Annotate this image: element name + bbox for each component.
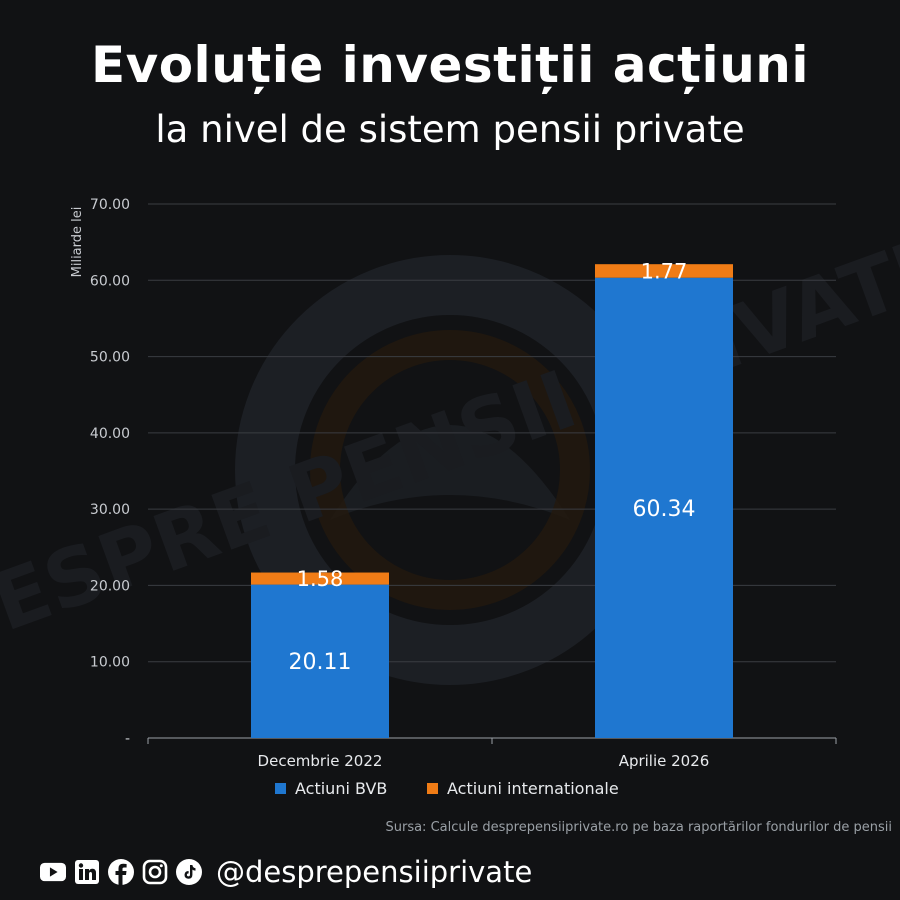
- y-tick-label: 60.00: [90, 273, 130, 289]
- linkedin-icon[interactable]: [74, 859, 100, 885]
- y-tick-label: 30.00: [90, 502, 130, 518]
- y-tick-label: 10.00: [90, 655, 130, 671]
- y-axis-label: Miliarde lei: [70, 207, 85, 278]
- x-tick-label: Aprilie 2026: [619, 752, 710, 770]
- y-tick-label: 20.00: [90, 578, 130, 594]
- data-label: 60.34: [633, 497, 696, 522]
- y-tick-label: 40.00: [90, 426, 130, 442]
- facebook-icon[interactable]: [108, 859, 134, 885]
- bar-actiuni-internationale: [251, 572, 389, 585]
- chart-title: Evoluție investiții acțiuni: [90, 36, 810, 94]
- legend-swatch: [275, 783, 286, 794]
- bar-actiuni-internationale: [595, 264, 733, 278]
- bar-actiuni-bvb: [251, 584, 389, 738]
- social-handle[interactable]: @desprepensiiprivate: [216, 855, 533, 889]
- data-label: 20.11: [289, 650, 352, 675]
- y-tick-label: 70.00: [90, 197, 130, 213]
- y-tick-label: 50.00: [90, 350, 130, 366]
- data-label: 1.58: [297, 567, 344, 591]
- data-label: 1.77: [641, 260, 688, 284]
- bar-actiuni-bvb: [595, 277, 733, 738]
- instagram-icon[interactable]: [142, 859, 168, 885]
- youtube-icon[interactable]: [40, 859, 66, 885]
- legend-label: Actiuni BVB: [295, 779, 387, 798]
- legend-label: Actiuni internationale: [447, 779, 619, 798]
- chart-subtitle: la nivel de sistem pensii private: [155, 108, 745, 151]
- tiktok-icon[interactable]: [176, 859, 202, 885]
- social-bar: @desprepensiiprivate: [40, 852, 532, 892]
- y-tick-label: -: [125, 731, 130, 747]
- x-tick-label: Decembrie 2022: [258, 752, 383, 770]
- source-note: Sursa: Calcule desprepensiiprivate.ro pe…: [385, 820, 892, 835]
- legend-swatch: [427, 783, 438, 794]
